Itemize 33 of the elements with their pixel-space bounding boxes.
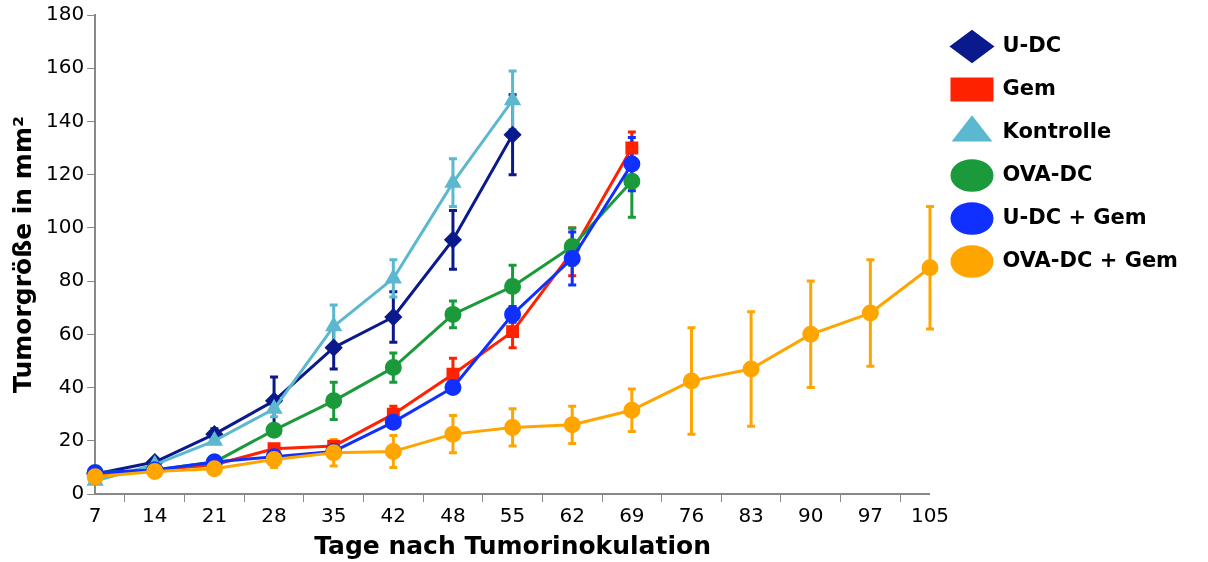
x-axis-title: Tage nach Tumorinokulation xyxy=(314,530,711,560)
x-tick-label: 48 xyxy=(440,503,466,528)
legend-label: U-DC xyxy=(1002,32,1062,57)
x-tick-label: 76 xyxy=(678,503,705,528)
y-tick-label: 40 xyxy=(58,373,85,398)
y-tick-label: 180 xyxy=(45,1,85,26)
x-tick-label: 90 xyxy=(798,503,824,528)
y-tick-label: 120 xyxy=(45,160,85,185)
y-axis-title: Tumorgröße in mm² xyxy=(7,116,37,393)
x-tick-label: 21 xyxy=(201,503,228,528)
x-tick-label: 14 xyxy=(142,503,168,528)
y-tick-label: 80 xyxy=(58,267,85,292)
legend-label: Gem xyxy=(1002,75,1056,100)
legend-label: OVA-DC + Gem xyxy=(1002,247,1179,272)
y-tick-label: 60 xyxy=(58,320,85,345)
legend-label: U-DC + Gem xyxy=(1002,204,1147,229)
x-tick-label: 35 xyxy=(320,503,347,528)
y-tick-label: 160 xyxy=(45,54,85,79)
x-tick-label: 97 xyxy=(857,503,884,528)
y-tick-label: 140 xyxy=(45,107,85,132)
x-tick-label: 42 xyxy=(380,503,407,528)
x-tick-label: 69 xyxy=(619,503,645,528)
x-tick-label: 62 xyxy=(559,503,585,528)
x-tick-label: 7 xyxy=(88,503,102,528)
legend-label: OVA-DC xyxy=(1002,161,1093,186)
y-tick-label: 0 xyxy=(71,480,85,505)
y-tick-label: 100 xyxy=(45,214,85,239)
y-tick-label: 20 xyxy=(58,426,85,451)
x-tick-label: 55 xyxy=(499,503,526,528)
x-tick-label: 105 xyxy=(910,503,950,528)
x-tick-label: 83 xyxy=(738,503,764,528)
x-tick-label: 28 xyxy=(261,503,287,528)
legend-label: Kontrolle xyxy=(1002,118,1112,143)
